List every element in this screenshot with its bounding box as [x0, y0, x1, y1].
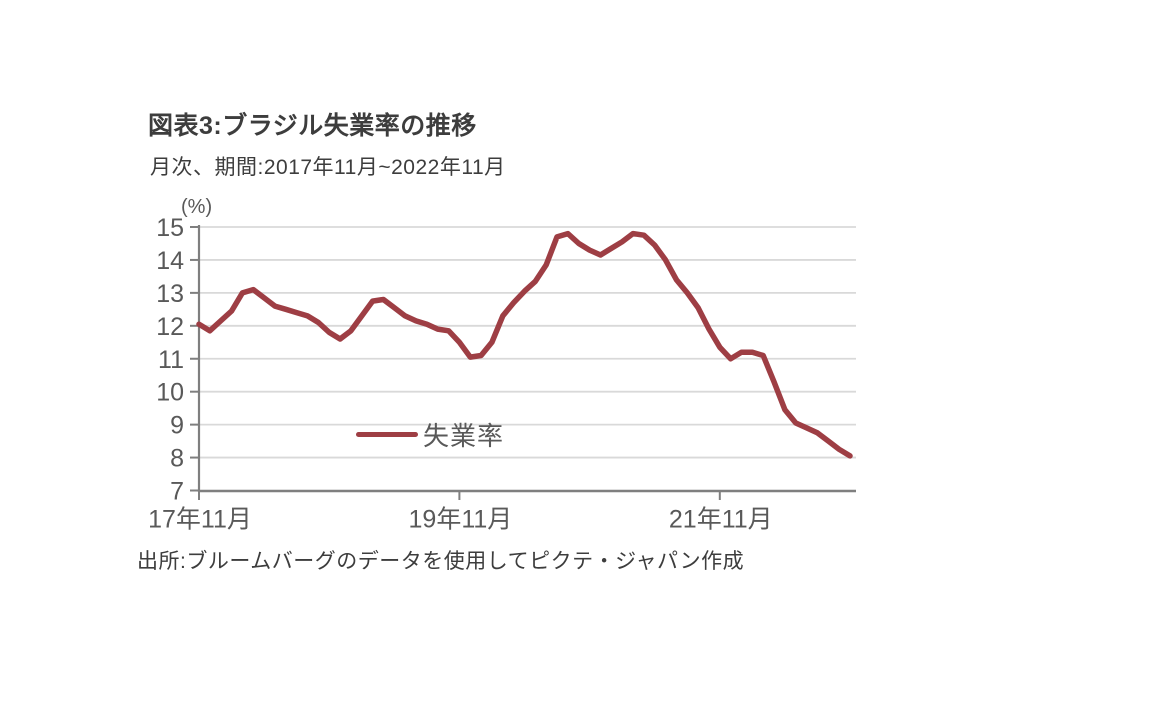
chart-title: 図表3:ブラジル失業率の推移 [148, 112, 477, 140]
chart-subtitle: 月次、期間:2017年11月~2022年11月 [150, 156, 506, 179]
y-tick-label-11: 11 [158, 346, 184, 374]
series-line-unemployment-rate [196, 230, 853, 459]
x-tick-label-0: 17年11月 [148, 506, 252, 534]
x-tick-label-2: 21年11月 [669, 506, 773, 534]
legend: 失業率 [356, 419, 504, 451]
legend-line-swatch [356, 431, 418, 437]
x-tick-label-1: 19年11月 [409, 506, 513, 534]
y-axis-unit-label: (%) [181, 196, 213, 218]
y-tick-label-8: 8 [170, 445, 184, 473]
y-tick-label-9: 9 [170, 412, 184, 440]
y-tick-label-13: 13 [156, 280, 184, 308]
y-tick-label-7: 7 [170, 478, 184, 506]
y-tick-label-15: 15 [156, 214, 184, 242]
y-tick-label-14: 14 [156, 247, 184, 275]
source-note: 出所:ブルームバーグのデータを使用してピクテ・ジャパン作成 [137, 550, 745, 573]
y-tick-label-12: 12 [156, 313, 184, 341]
legend-series-label: 失業率 [423, 420, 505, 451]
y-tick-label-10: 10 [156, 379, 184, 407]
